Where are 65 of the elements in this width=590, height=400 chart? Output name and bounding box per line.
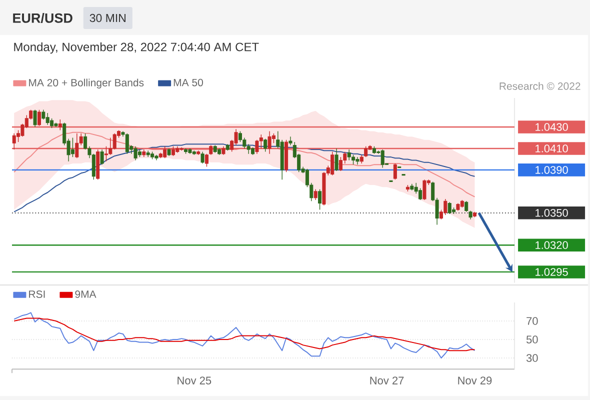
candlestick [356,156,360,165]
legend-label: 9MA [75,290,96,298]
candlestick [444,198,448,216]
candlestick [380,149,384,168]
y-tick-label: 1.0350 [536,209,568,217]
candlestick [318,188,322,210]
candlestick [42,109,46,120]
y-tick-label: 70 [526,317,538,325]
candlestick [108,137,112,156]
candlestick [125,133,129,154]
candlestick [448,202,452,214]
candlestick [422,179,426,200]
candlestick [209,144,213,156]
y-tick-label: 1.0320 [536,241,568,250]
candlestick [418,188,422,200]
candlestick [393,163,397,180]
candlestick [75,133,79,158]
candlestick [234,128,238,146]
candlestick [264,138,268,152]
candlestick [338,156,342,172]
candlestick [104,146,108,162]
candlestick [238,130,242,142]
text: Research © 2022 [500,82,580,90]
candlestick [112,133,116,150]
legend-label: MA 50 [174,78,203,86]
y-tick-label: 1.0410 [536,144,568,152]
candlestick [259,134,263,149]
legend-label: MA 20 + Bollinger Bands [29,78,144,88]
chart-subtitle: Monday, November 28, 2022 7:04:40 AM CET [14,42,259,54]
candlestick [37,109,41,126]
candlestick [242,137,246,149]
candlestick [288,136,292,146]
y-tick-label: 30 [526,354,538,362]
candlestick [204,153,208,168]
y-tick-label: 50 [526,336,538,344]
candlestick [268,130,272,154]
candlestick [246,144,250,154]
candlestick [352,154,356,165]
x-tick-label: Nov 25 [178,376,212,384]
candlestick [100,149,104,165]
candlestick [171,146,175,156]
candlestick [464,200,468,212]
legend-label: RSI [29,290,45,298]
y-tick-label: 1.0295 [536,268,568,276]
candlestick [70,137,74,158]
candlestick [314,188,318,200]
candlestick [12,133,16,150]
x-tick-label: Nov 29 [458,376,492,384]
text: 30 MIN [90,14,126,22]
candlestick [46,112,50,126]
candlestick [163,146,167,158]
candlestick [255,140,259,154]
candlestick [50,118,54,128]
chart-title: EUR/USD [13,12,72,24]
candlestick [330,151,334,176]
candlestick [364,146,368,158]
candlestick [134,146,138,161]
candlestick [347,149,351,161]
candlestick [334,148,338,172]
y-tick-label: 1.0430 [536,123,568,131]
candlestick [58,119,62,131]
candlestick [33,109,37,128]
y-tick-label: 1.0390 [536,166,568,174]
candlestick [200,151,204,164]
x-tick-label: Nov 27 [370,376,404,384]
